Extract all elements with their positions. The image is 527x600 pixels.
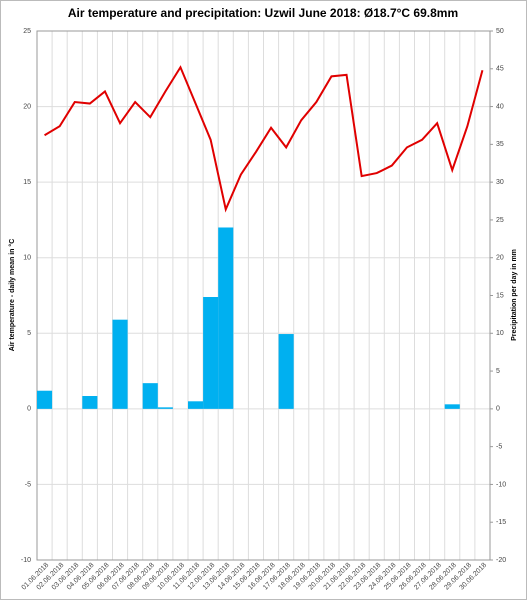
y-tick-label: -10 [21, 557, 31, 564]
y-tick-label: 10 [23, 255, 31, 262]
bar [188, 401, 204, 409]
bar [142, 383, 158, 409]
y-tick-label: 5 [27, 330, 31, 337]
bar [444, 404, 460, 409]
y2-tick-label: 40 [496, 103, 504, 110]
y2-tick-label: 5 [496, 368, 500, 375]
y2-tick-label: -5 [496, 443, 502, 450]
y2-tick-label: 30 [496, 179, 504, 186]
y2-tick-label: -10 [496, 481, 506, 488]
y-tick-label: 15 [23, 179, 31, 186]
bar [82, 396, 98, 409]
y2-tick-label: 10 [496, 330, 504, 337]
bar [203, 297, 219, 409]
y-tick-label: 25 [23, 28, 31, 35]
bar [157, 407, 173, 409]
bar [278, 334, 294, 409]
y-tick-label: 0 [27, 406, 31, 413]
bar [37, 390, 53, 409]
bar [218, 227, 234, 409]
y2-tick-label: 15 [496, 292, 504, 299]
y-tick-label: 20 [23, 103, 31, 110]
plot-frame [36, 30, 491, 561]
y2-tick-label: -15 [496, 519, 506, 526]
line [44, 65, 484, 213]
y2-tick-label: 50 [496, 28, 504, 35]
y-tick-label: -5 [25, 481, 31, 488]
y2-tick-label: 35 [496, 141, 504, 148]
y2-tick-label: 45 [496, 66, 504, 73]
y2-axis-label: Precipitation per day in mm [511, 249, 518, 341]
y2-tick-label: 20 [496, 255, 504, 262]
y2-tick-label: 25 [496, 217, 504, 224]
y-axis-label: Air temperature - daily mean in °C [8, 239, 16, 352]
y2-tick-label: 0 [496, 406, 500, 413]
y2-tick-label: -20 [496, 557, 506, 564]
chart-title: Air temperature and precipitation: Uzwil… [68, 6, 458, 20]
bar [112, 319, 128, 409]
